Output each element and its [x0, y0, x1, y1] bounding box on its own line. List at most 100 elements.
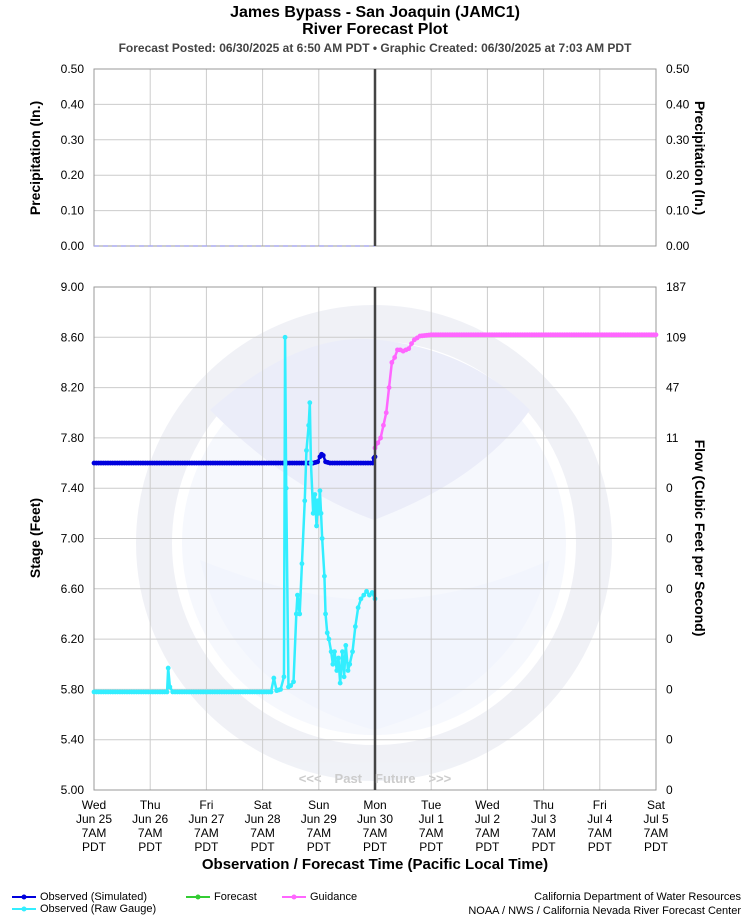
series-markers-observed-raw	[91, 334, 378, 695]
data-point	[282, 334, 288, 340]
data-point	[167, 684, 173, 690]
x-tick-label: Wed Jul 2 7AM PDT	[475, 798, 501, 854]
x-tick-label: Sun Jun 29 7AM PDT	[301, 798, 337, 854]
flow-y-tick-label: 0	[666, 582, 673, 596]
data-point	[364, 588, 369, 594]
legend-label: Guidance	[310, 891, 358, 903]
data-point	[323, 611, 328, 617]
precip-y-tick-label: 0.40	[61, 97, 85, 111]
data-point	[330, 661, 336, 667]
data-point	[375, 440, 381, 446]
x-tick-label: Thu Jun 26 7AM PDT	[132, 798, 168, 854]
legend-swatch-guidance	[282, 894, 306, 900]
stage-y-tick-label: 7.00	[61, 532, 85, 546]
data-point	[281, 674, 287, 680]
x-tick-label: Sat Jul 5 7AM PDT	[643, 798, 669, 854]
data-point	[345, 668, 351, 673]
legend-forecast: Forecast	[186, 891, 257, 903]
data-point	[343, 642, 349, 648]
data-point	[299, 561, 305, 567]
chart-title: James Bypass - San Joaquin (JAMC1)	[230, 4, 520, 21]
precip-y-tick-label-right: 0.30	[666, 133, 690, 147]
data-point	[322, 573, 327, 579]
flow-y-tick-label: 0	[666, 733, 673, 747]
data-point	[406, 346, 412, 352]
data-point	[328, 649, 334, 655]
data-point	[350, 649, 355, 655]
stage-y-tick-label: 8.20	[61, 381, 85, 395]
data-point	[165, 665, 171, 671]
precip-left-axis-label: Precipitation (In.)	[27, 100, 43, 216]
precip-y-tick-label: 0.20	[61, 168, 85, 182]
data-point	[304, 448, 309, 453]
stage-axis-label: Stage (Feet)	[27, 497, 43, 579]
data-point	[283, 485, 289, 491]
precip-y-tick-label: 0.50	[61, 62, 85, 76]
data-point	[315, 498, 321, 504]
chart-subtitle: Forecast Posted: 06/30/2025 at 6:50 AM P…	[118, 41, 632, 55]
legend-label: Observed (Raw Gauge)	[40, 903, 157, 915]
data-point	[389, 360, 395, 365]
flow-y-tick-label: 0	[666, 682, 673, 696]
data-point	[337, 680, 343, 686]
x-tick-label: Tue Jul 1 7AM PDT	[419, 798, 445, 854]
data-point	[332, 649, 337, 655]
data-point	[347, 661, 353, 667]
flow-y-tick-label: 0	[666, 783, 673, 797]
data-point	[340, 649, 345, 655]
flow-y-tick-label: 0	[666, 532, 673, 546]
data-point	[312, 492, 318, 497]
series-markers-observed-simulated	[91, 451, 378, 466]
precip-y-tick-label-right: 0.10	[666, 204, 690, 218]
data-point	[361, 592, 367, 598]
precip-y-tick-label: 0.10	[61, 204, 85, 218]
data-point	[386, 385, 392, 390]
data-point	[306, 422, 312, 428]
stage-y-tick-label: 5.00	[61, 783, 85, 797]
data-point	[381, 422, 386, 428]
x-tick-label: Mon Jun 30 7AM PDT	[357, 798, 393, 854]
data-point	[314, 523, 319, 529]
data-point	[291, 679, 296, 685]
precip-y-tick-label: 0.00	[61, 239, 85, 253]
flow-y-tick-label: 0	[666, 481, 673, 495]
chart-title-line2: River Forecast Plot	[302, 21, 448, 38]
credits: California Department of Water Resources…	[468, 890, 741, 918]
legend-label: Forecast	[214, 891, 257, 903]
data-point	[409, 341, 414, 346]
data-point	[355, 605, 361, 611]
data-point	[307, 400, 313, 406]
credit-line-1: California Department of Water Resources	[534, 891, 741, 903]
data-point	[336, 655, 341, 661]
credit-line-2: NOAA / NWS / California Nevada River For…	[468, 905, 741, 917]
data-point	[320, 453, 326, 458]
x-tick-label: Thu Jul 3 7AM PDT	[531, 798, 557, 854]
data-point	[653, 332, 659, 338]
data-point	[318, 510, 324, 516]
data-point	[378, 435, 384, 441]
flow-y-tick-label: 109	[666, 330, 686, 344]
x-axis-label: Observation / Forecast Time (Pacific Loc…	[201, 856, 549, 873]
data-point	[295, 592, 300, 598]
data-point	[308, 460, 314, 466]
data-point	[315, 459, 321, 465]
data-point	[278, 687, 283, 692]
data-point	[288, 683, 294, 689]
data-point	[164, 689, 170, 695]
stage-y-tick-label: 7.80	[61, 431, 85, 445]
precip-y-tick-label-right: 0.20	[666, 168, 690, 182]
flow-y-tick-label: 0	[666, 632, 673, 646]
stage-y-tick-label: 9.00	[61, 280, 85, 294]
data-point	[271, 675, 277, 681]
data-point	[310, 510, 316, 516]
river-forecast-chart: 0.00 0.00 0.10 0.10 0.20 0.20 0.30 0.30 0.40 0.40…	[61, 62, 690, 854]
data-point	[326, 636, 332, 642]
legend-swatch-raw	[12, 906, 36, 912]
data-point	[334, 668, 340, 673]
data-point	[352, 624, 358, 629]
precip-y-tick-label-right: 0.50	[666, 62, 690, 76]
x-tick-label: Fri Jun 27 7AM PDT	[188, 798, 224, 854]
stage-y-tick-label: 5.80	[61, 682, 85, 696]
flow-y-tick-label: 47	[666, 381, 680, 395]
data-point	[268, 689, 274, 695]
